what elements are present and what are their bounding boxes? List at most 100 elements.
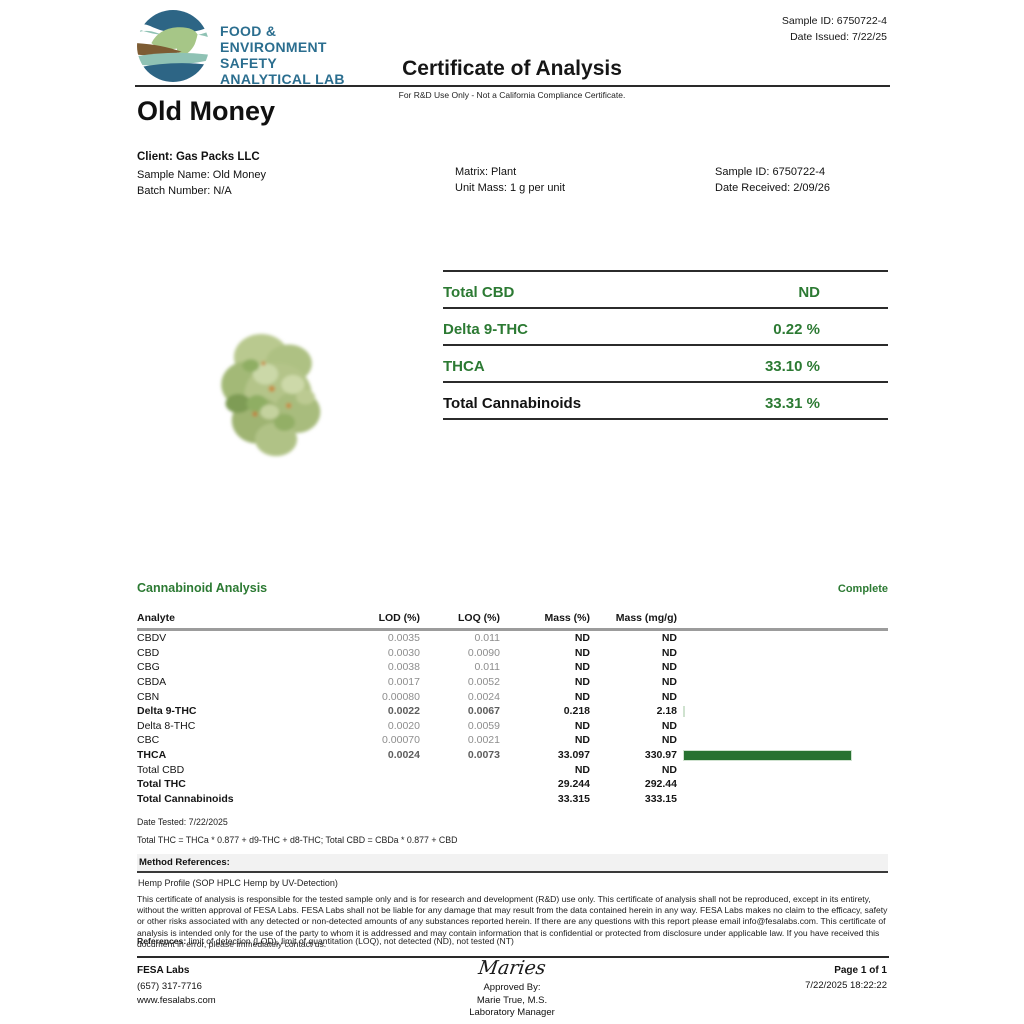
mass-pct-value: ND	[574, 676, 590, 689]
header-sample-id: Sample ID: 6750722-4	[781, 15, 887, 27]
footer-lab-contact: FESA Labs (657) 317-7716 www.fesalabs.co…	[137, 963, 216, 1009]
mass-pct-value: ND	[574, 719, 590, 732]
mass-bar-track	[683, 779, 888, 790]
product-name: Old Money	[137, 96, 276, 126]
cannabinoid-analysis-section: Cannabinoid Analysis Complete Analyte LO…	[137, 581, 888, 888]
document-title: Certificate of Analysis	[402, 57, 622, 80]
analysis-table-body: CBDV 0.0035 0.011 ND ND CBD 0.0030 0.0090 ND ND CB…	[137, 631, 888, 806]
sample-name: Sample Name: Old Money	[137, 169, 266, 182]
mass-bar-track	[683, 633, 888, 644]
mass-mgg-value: ND	[661, 646, 677, 659]
approver-title: Laboratory Manager	[469, 1007, 555, 1019]
analyte-name: Total CBD	[137, 763, 185, 776]
summary-label: Total Cannabinoids	[443, 395, 582, 412]
date-tested: Date Tested: 7/22/2025	[137, 817, 228, 828]
analyte-name: Total THC	[137, 778, 186, 791]
mass-mgg-value: ND	[661, 661, 677, 674]
mass-mgg-value: ND	[661, 676, 677, 689]
analyte-name: Total Cannabinoids	[137, 792, 234, 805]
lod-value: 0.0035	[387, 632, 420, 645]
analysis-row: Total THC 29.244 292.44	[137, 777, 888, 792]
mass-mgg-value: ND	[661, 734, 677, 747]
approver-name: Marie True, M.S.	[476, 994, 548, 1006]
analyte-name: CBC	[137, 734, 160, 747]
mass-mgg-value: ND	[661, 690, 677, 703]
total-thc-formula: Total THC = THCa * 0.877 + d9-THC + d8-T…	[137, 835, 458, 846]
header-divider	[135, 85, 890, 87]
approved-by-label: Approved By:	[483, 982, 541, 994]
page-number: Page 1 of 1	[834, 965, 887, 976]
summary-value: 0.22 %	[773, 321, 820, 338]
footer-phone: (657) 317-7716	[137, 981, 202, 992]
analysis-row: Total Cannabinoids 33.315 333.15	[137, 792, 888, 807]
lod-value: 0.0030	[387, 646, 420, 659]
mass-bar-track	[683, 720, 888, 731]
mass-mgg-value: 292.44	[644, 778, 677, 791]
mass-mgg-value: 2.18	[656, 705, 677, 718]
footer-approval: Maries Approved By: Marie True, M.S. Lab…	[0, 956, 1024, 1020]
analysis-row: CBDA 0.0017 0.0052 ND ND	[137, 675, 888, 690]
analyte-name: CBDA	[137, 676, 167, 689]
lod-value: 0.0017	[387, 676, 420, 689]
column-lod: LOD (%)	[378, 612, 420, 624]
analyte-name: Delta 9-THC	[137, 705, 197, 718]
lab-name-line: ANALYTICAL LAB	[220, 70, 345, 87]
column-analyte: Analyte	[137, 612, 175, 624]
column-bar-spacer	[683, 612, 888, 623]
mass-pct-value: ND	[574, 661, 590, 674]
lod-value: 0.00080	[382, 690, 420, 703]
section-status-badge: Complete	[837, 583, 888, 595]
references-label: References:	[137, 936, 187, 946]
mass-mgg-value: ND	[661, 763, 677, 776]
lod-value: 0.0022	[387, 705, 420, 718]
mass-bar	[683, 749, 852, 761]
mass-pct-value: 33.097	[557, 749, 590, 762]
mass-bar-track	[683, 662, 888, 673]
column-loq: LOQ (%)	[458, 612, 500, 624]
header-sample-info: Sample ID: 6750722-4 Date Issued: 7/22/2…	[782, 13, 887, 46]
lab-logo: FOOD & ENVIRONMENT SAFETY ANALYTICAL LAB	[137, 10, 345, 88]
mass-bar-track	[683, 647, 888, 658]
analysis-row: CBN 0.00080 0.0024 ND ND	[137, 689, 888, 704]
summary-value: 33.10 %	[764, 358, 820, 375]
client-info: Client: Gas Packs LLC Sample Name: Old M…	[137, 149, 266, 200]
loq-value: 0.0021	[467, 734, 500, 747]
mass-pct-value: ND	[574, 690, 590, 703]
date-received: Date Received: 2/09/26	[715, 181, 830, 194]
mass-pct-value: ND	[574, 632, 590, 645]
lod-value: 0.0020	[387, 719, 420, 732]
loq-value: 0.0059	[467, 719, 500, 732]
analysis-row: THCA 0.0024 0.0073 33.097 330.97	[137, 748, 888, 763]
disclaimer-text: This certificate of analysis is responsi…	[137, 894, 888, 949]
loq-value: 0.0052	[467, 676, 500, 689]
section-header: Cannabinoid Analysis Complete	[137, 581, 888, 595]
loq-value: 0.011	[474, 661, 501, 674]
document-subtitle: For R&D Use Only - Not a California Comp…	[398, 90, 626, 100]
mass-pct-value: 33.315	[557, 792, 590, 805]
unit-mass: Unit Mass: 1 g per unit	[455, 181, 566, 194]
footer-website[interactable]: www.fesalabs.com	[137, 995, 216, 1007]
mass-bar-track	[683, 677, 888, 688]
mass-pct-value: ND	[574, 646, 590, 659]
footer-divider	[137, 956, 889, 958]
column-mass-mgg: Mass (mg/g)	[615, 612, 677, 624]
sample-id: Sample ID: 6750722-4	[715, 166, 826, 178]
mass-bar	[683, 705, 685, 717]
lab-name: FOOD & ENVIRONMENT SAFETY ANALYTICAL LAB	[220, 10, 345, 88]
analysis-row: CBDV 0.0035 0.011 ND ND	[137, 631, 888, 646]
summary-row: Delta 9-THC 0.22 %	[443, 309, 888, 346]
analysis-row: Delta 8-THC 0.0020 0.0059 ND ND	[137, 719, 888, 734]
lod-value: 0.0024	[387, 749, 420, 762]
mass-bar-track	[683, 735, 888, 746]
mass-bar-track	[683, 793, 888, 804]
footer-page-info: Page 1 of 1 7/22/2025 18:22:22	[805, 963, 887, 993]
lab-name-line: ENVIRONMENT	[220, 38, 327, 55]
analyte-name: THCA	[137, 749, 167, 762]
mass-bar-track	[683, 691, 888, 702]
summary-label: THCA	[443, 358, 485, 375]
footer-timestamp: 7/22/2025 18:22:22	[805, 979, 887, 991]
analysis-row: Total CBD ND ND	[137, 762, 888, 777]
client-name: Client: Gas Packs LLC	[137, 151, 260, 163]
mass-mgg-value: 333.15	[644, 792, 677, 805]
matrix: Matrix: Plant	[455, 166, 517, 178]
